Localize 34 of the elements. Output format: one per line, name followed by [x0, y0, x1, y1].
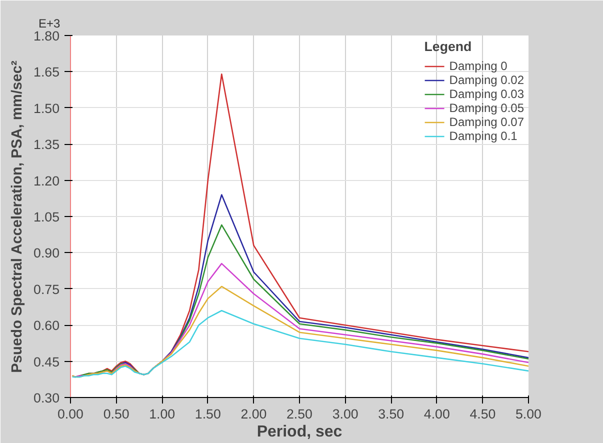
- line-series: [72, 310, 528, 378]
- y-tick-label: 1.50: [34, 100, 60, 116]
- y-tick-label: 1.05: [34, 210, 60, 224]
- legend-title: Legend: [424, 39, 473, 54]
- x-tick-label: 1.00: [149, 406, 176, 422]
- y-axis-title: Psuedo Spectral Acceleration, PSA, mm/sec²: [10, 60, 26, 373]
- x-tick-label: 4.50: [470, 406, 496, 422]
- legend-label: Damping 0.05: [449, 101, 524, 115]
- y-tick-label: 1.20: [34, 173, 60, 188]
- x-tick-label: 4.00: [424, 406, 450, 422]
- x-tick-label: 2.50: [286, 406, 312, 422]
- x-tick-label: 3.00: [332, 406, 358, 422]
- y-tick-label: 0.60: [34, 318, 60, 334]
- x-tick-label: 1.50: [194, 406, 221, 422]
- y-tick-label: 0.90: [34, 246, 60, 261]
- line-series: [72, 286, 528, 378]
- legend-label: Damping 0.1: [449, 129, 518, 143]
- legend-label: Damping 0.03: [449, 87, 524, 101]
- y-tick-label: 1.65: [34, 64, 60, 80]
- y-tick-label: 0.45: [34, 354, 60, 370]
- y-tick-label: 1.80: [34, 28, 60, 44]
- legend-label: Damping 0.07: [449, 115, 524, 129]
- y-tick-label: 1.35: [34, 137, 60, 152]
- text: E+3: [38, 16, 61, 30]
- legend-label: Damping 0.02: [449, 73, 524, 87]
- x-tick-label: 5.00: [516, 406, 542, 422]
- x-tick-label: 0.50: [103, 406, 130, 422]
- y-tick-label: 0.30: [34, 390, 60, 406]
- y-tick-label: 0.75: [34, 282, 60, 297]
- x-tick-label: 2.00: [240, 406, 267, 422]
- x-axis-title: Period, sec: [256, 424, 342, 440]
- legend-label: Damping 0: [449, 59, 508, 73]
- x-tick-label: 3.50: [378, 406, 404, 422]
- x-tick-label: 0.00: [58, 406, 84, 422]
